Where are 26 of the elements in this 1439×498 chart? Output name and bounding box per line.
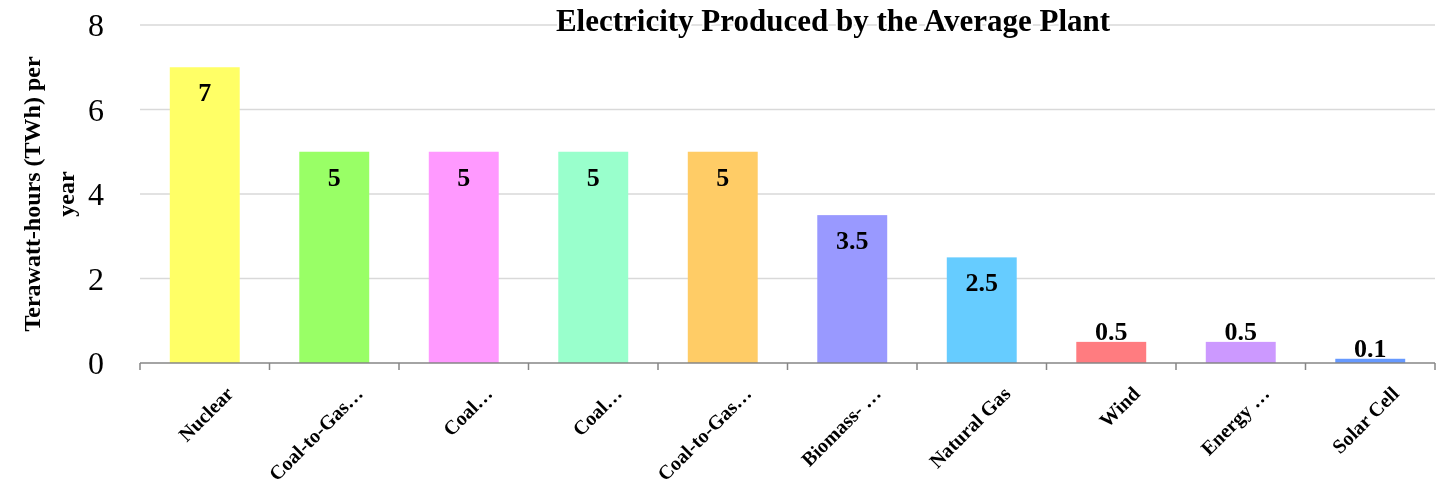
- data-label: 3.5: [836, 226, 869, 256]
- y-axis-title: Terawatt-hours (TWh) per year: [19, 56, 79, 332]
- data-label: 0.5: [1095, 316, 1128, 346]
- data-label: 7: [198, 78, 212, 108]
- bar: [687, 151, 758, 363]
- bar: [558, 151, 629, 363]
- data-label: 5: [457, 162, 471, 192]
- bar: [946, 257, 1017, 363]
- data-label: 5: [327, 162, 341, 192]
- bar: [1205, 341, 1276, 363]
- data-label: 5: [586, 162, 600, 192]
- data-label: 0.1: [1354, 333, 1387, 363]
- bar: [169, 67, 240, 363]
- bar: [299, 151, 370, 363]
- y-tick-label: 6: [88, 91, 104, 128]
- y-tick-label: 8: [88, 7, 104, 44]
- bar: [1076, 341, 1147, 363]
- y-tick-label: 4: [88, 176, 104, 213]
- bar: [817, 215, 888, 363]
- data-label: 2.5: [965, 268, 998, 298]
- chart-title: Electricity Produced by the Average Plant: [555, 3, 1111, 38]
- y-tick-label: 2: [88, 260, 104, 297]
- data-label: 0.5: [1224, 316, 1257, 346]
- y-tick-label: 0: [88, 345, 104, 382]
- bar: [428, 151, 499, 363]
- data-label: 5: [716, 162, 730, 192]
